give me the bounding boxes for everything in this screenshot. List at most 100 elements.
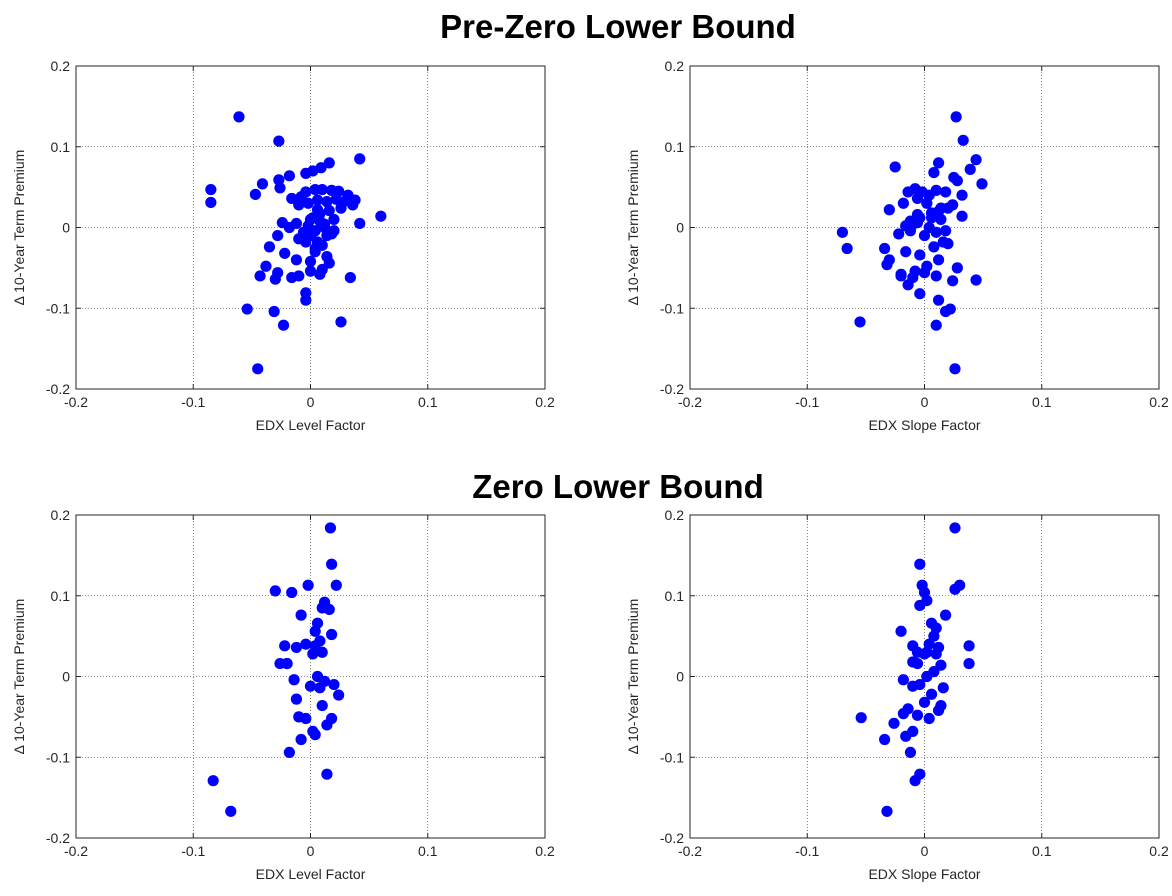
scatter-point — [375, 210, 387, 222]
scatter-point — [268, 305, 280, 318]
scatter-point — [881, 805, 893, 817]
scatter-point — [279, 640, 291, 652]
y-tick-label: -0.2 — [46, 381, 70, 397]
scatter-point — [354, 153, 366, 165]
scatter-point — [249, 188, 261, 200]
scatter-point — [928, 630, 940, 642]
scatter-point — [344, 271, 356, 284]
y-tick-label: 0 — [676, 669, 684, 685]
scatter-point — [314, 215, 326, 227]
scatter-panel-pre-zlb-level: -0.2 -0.1 0 0.1 0.2 -0.2 -0.1 0 0.1 0.2 EDX Level … — [11, 58, 555, 433]
y-tick-label: 0.2 — [665, 58, 685, 74]
scatter-point — [347, 199, 359, 211]
scatter-point — [311, 194, 324, 206]
scatter-point — [854, 316, 866, 328]
y-tick-label: 0 — [676, 220, 684, 236]
scatter-point — [942, 238, 954, 250]
scatter-point — [976, 178, 988, 190]
scatter-point — [918, 267, 931, 279]
scatter-point — [241, 303, 253, 315]
scatter-point — [914, 678, 926, 691]
x-tick-label: 0.2 — [535, 843, 555, 859]
scatter-point — [940, 609, 952, 621]
scatter-point — [254, 270, 266, 282]
scatter-point — [302, 197, 314, 209]
scatter-point — [930, 319, 942, 331]
y-tick-label: 0.1 — [665, 139, 685, 155]
scatter-point — [923, 221, 935, 234]
scatter-point — [932, 254, 945, 266]
scatter-point — [963, 640, 975, 652]
y-axis-label: Δ 10-Year Term Premium — [11, 599, 27, 755]
x-axis-label: EDX Level Factor — [256, 417, 366, 433]
scatter-point — [951, 262, 963, 274]
scatter-point — [881, 259, 893, 271]
x-tick-label: 0.1 — [1032, 394, 1052, 410]
scatter-point — [233, 111, 245, 123]
scatter-point — [279, 247, 291, 259]
y-tick-label: 0.1 — [665, 588, 685, 604]
scatter-point — [921, 646, 933, 658]
scatter-point — [274, 182, 286, 194]
y-tick-label: 0.2 — [665, 507, 685, 523]
section-title-zlb: Zero Lower Bound — [472, 468, 764, 505]
scatter-point — [321, 719, 333, 731]
scatter-point — [914, 288, 926, 300]
scatter-point — [914, 599, 926, 612]
scatter-panel-zlb-level: -0.2 -0.1 0 0.1 0.2 -0.2 -0.1 0 0.1 0.2 EDX Level … — [11, 507, 555, 882]
scatter-point — [914, 558, 926, 570]
scatter-point — [260, 260, 272, 272]
scatter-point — [855, 712, 867, 724]
scatter-point — [273, 135, 285, 147]
scatter-point — [836, 226, 849, 238]
scatter-point — [295, 733, 307, 746]
x-tick-label: 0 — [307, 843, 315, 859]
scatter-point — [290, 641, 303, 654]
x-tick-label: -0.2 — [64, 843, 88, 859]
scatter-point — [321, 250, 333, 263]
y-tick-label: -0.1 — [46, 300, 70, 316]
x-tick-label: -0.2 — [64, 394, 88, 410]
scatter-point — [841, 242, 853, 255]
y-tick-label: 0 — [62, 220, 70, 236]
x-tick-label: 0.2 — [1149, 843, 1169, 859]
scatter-point — [354, 217, 366, 230]
scatter-point — [944, 303, 956, 315]
scatter-point — [309, 729, 321, 741]
scatter-point — [256, 178, 269, 190]
y-tick-label: -0.2 — [46, 830, 70, 846]
scatter-point — [911, 192, 924, 205]
scatter-point — [205, 196, 217, 209]
scatter-point — [928, 241, 940, 253]
scatter-point — [895, 268, 907, 280]
scatter-point — [895, 625, 907, 637]
scatter-point — [330, 193, 342, 205]
scatter-point — [295, 609, 307, 621]
scatter-point — [321, 768, 333, 780]
scatter-point — [328, 678, 340, 691]
x-tick-label: 0 — [921, 394, 929, 410]
scatter-point — [930, 270, 942, 282]
x-axis-label: EDX Slope Factor — [868, 866, 980, 882]
scatter-point — [940, 225, 952, 237]
y-axis-label: Δ 10-Year Term Premium — [625, 599, 641, 755]
x-tick-label: 0.1 — [1032, 843, 1052, 859]
x-tick-label: 0.1 — [418, 843, 438, 859]
scatter-point — [304, 265, 317, 277]
scatter-point — [879, 242, 891, 255]
scatter-point — [323, 204, 335, 217]
y-tick-label: 0.2 — [51, 507, 71, 523]
scatter-point — [304, 680, 317, 692]
scatter-point — [930, 648, 942, 660]
scatter-point — [914, 249, 926, 261]
scatter-point — [956, 189, 968, 201]
scatter-point — [281, 657, 293, 670]
x-axis-label: EDX Slope Factor — [868, 417, 980, 433]
scatter-point — [963, 657, 975, 670]
scatter-point — [326, 558, 338, 570]
scatter-point — [316, 183, 328, 196]
scatter-point — [950, 111, 962, 123]
scatter-point — [302, 579, 314, 591]
scatter-point — [300, 638, 312, 650]
scatter-point — [911, 208, 924, 221]
